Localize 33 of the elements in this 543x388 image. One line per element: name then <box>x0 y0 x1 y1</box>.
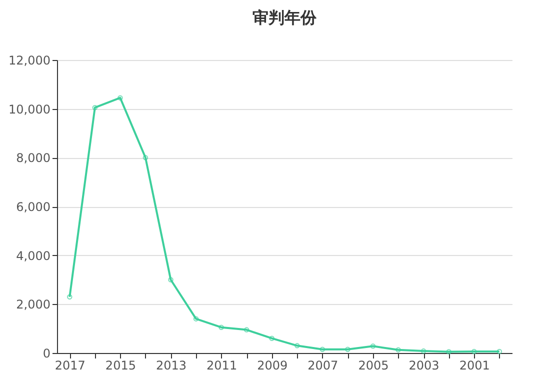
point <box>168 277 174 282</box>
point <box>396 347 401 352</box>
point <box>446 349 452 354</box>
x-tick-label: 2001 <box>459 358 490 372</box>
point <box>294 343 300 348</box>
point <box>471 348 477 354</box>
x-tick-label: 2003 <box>408 358 440 372</box>
y-tick-label: 10,000 <box>8 102 50 116</box>
y-tick-label: 2,000 <box>16 298 50 312</box>
x-tick-label: 2007 <box>308 358 338 372</box>
point <box>118 95 123 100</box>
x-tick-label: 2009 <box>257 358 288 372</box>
point <box>244 327 250 332</box>
y-tick-label: 0 <box>42 346 50 360</box>
point <box>92 104 98 110</box>
x-tick-label: 2005 <box>358 358 389 372</box>
point <box>345 346 350 352</box>
x-tick-label: 2015 <box>105 358 136 372</box>
point <box>193 316 199 322</box>
point <box>320 346 326 352</box>
y-tick-label: 8,000 <box>16 151 50 166</box>
y-tick-label: 6,000 <box>16 200 50 214</box>
x-tick-label: 2013 <box>156 358 187 372</box>
chart-title: 审判年份 <box>252 8 318 27</box>
point <box>142 155 148 160</box>
x-tick-label: 2011 <box>206 358 238 372</box>
point <box>370 344 376 349</box>
y-tick-label: 12,000 <box>8 54 50 68</box>
y-tick-label: 4,000 <box>16 248 50 263</box>
point <box>218 324 224 330</box>
point <box>269 336 274 341</box>
x-tick-label: 2017 <box>54 358 86 372</box>
point <box>420 348 426 354</box>
